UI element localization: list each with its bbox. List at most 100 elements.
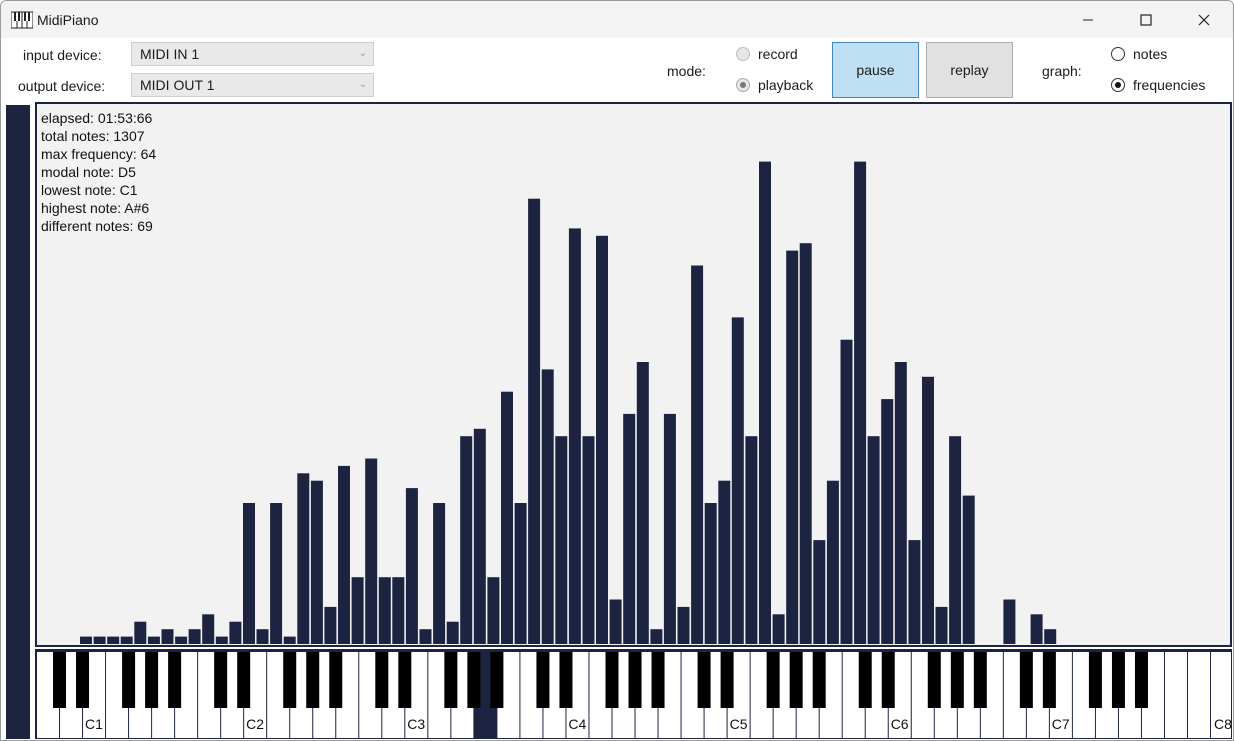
black-key-Fs3[interactable] xyxy=(444,652,458,708)
bar-E4 xyxy=(623,413,636,644)
bar-Ds1 xyxy=(120,636,133,644)
black-key-As4[interactable] xyxy=(651,652,665,708)
black-key-Gs6[interactable] xyxy=(950,652,964,708)
bar-Gs1 xyxy=(188,629,201,644)
bar-C2 xyxy=(243,503,255,644)
bar-Gs5 xyxy=(840,339,853,644)
bar-Cs2 xyxy=(256,629,269,644)
black-key-Gs3[interactable] xyxy=(467,652,481,708)
black-key-Fs6[interactable] xyxy=(927,652,941,708)
octave-label: C6 xyxy=(891,716,909,732)
black-key-Cs1[interactable] xyxy=(53,652,67,708)
black-key-Cs2[interactable] xyxy=(214,652,228,708)
input-device-label: input device: xyxy=(23,47,102,63)
close-button[interactable] xyxy=(1175,1,1233,38)
output-device-value: MIDI OUT 1 xyxy=(140,77,215,93)
black-key-Gs1[interactable] xyxy=(145,652,159,708)
graph-notes-radio[interactable] xyxy=(1111,47,1125,61)
bar-Fs3 xyxy=(487,577,500,644)
bar-Cs5 xyxy=(745,436,758,644)
output-device-select[interactable]: MIDI OUT 1 ⌄ xyxy=(131,73,374,97)
input-device-select[interactable]: MIDI IN 1 ⌄ xyxy=(131,42,374,66)
black-key-Cs3[interactable] xyxy=(375,652,389,708)
black-key-Ds3[interactable] xyxy=(398,652,412,708)
bar-Fs2 xyxy=(324,606,337,644)
black-key-Cs5[interactable] xyxy=(697,652,711,708)
mode-record-radio[interactable] xyxy=(736,47,750,61)
black-key-Fs5[interactable] xyxy=(766,652,780,708)
white-key-E8[interactable] xyxy=(1211,652,1231,738)
title-bar[interactable]: MidiPiano xyxy=(1,1,1233,38)
bar-D2 xyxy=(270,503,283,644)
bar-C5 xyxy=(731,317,744,644)
bar-D6 xyxy=(922,376,934,644)
black-key-Cs6[interactable] xyxy=(858,652,872,708)
frequency-bars xyxy=(80,161,1057,645)
bar-Fs1 xyxy=(161,629,174,644)
black-key-Cs4[interactable] xyxy=(536,652,550,708)
graph-notes-label: notes xyxy=(1133,46,1168,62)
bar-As6 xyxy=(1030,614,1043,644)
bar-A2 xyxy=(365,458,378,644)
close-icon xyxy=(1198,14,1210,25)
graph-frequencies-label: frequencies xyxy=(1133,77,1206,93)
stats-panel: elapsed: 01:53:66 total notes: 1307 max … xyxy=(41,109,156,235)
bar-E6 xyxy=(949,436,962,644)
replay-button[interactable]: replay xyxy=(926,42,1013,98)
black-key-Fs4[interactable] xyxy=(605,652,619,708)
black-key-Gs4[interactable] xyxy=(628,652,642,708)
black-key-As7[interactable] xyxy=(1134,652,1148,708)
chevron-down-icon: ⌄ xyxy=(358,79,367,90)
black-key-As2[interactable] xyxy=(329,652,343,708)
octave-label: C7 xyxy=(1052,716,1070,732)
bar-A4 xyxy=(691,265,704,644)
bar-G1 xyxy=(175,636,188,644)
maximize-button[interactable] xyxy=(1117,1,1175,38)
black-key-Fs2[interactable] xyxy=(283,652,297,708)
stat-elapsed: elapsed: 01:53:66 xyxy=(41,110,153,126)
bar-G4 xyxy=(663,413,676,644)
bar-F3 xyxy=(473,428,486,644)
black-key-Gs7[interactable] xyxy=(1111,652,1125,708)
bar-F4 xyxy=(636,362,649,644)
black-key-Fs7[interactable] xyxy=(1088,652,1102,708)
bar-E1 xyxy=(134,621,147,644)
window-title: MidiPiano xyxy=(37,12,99,28)
white-key-D8[interactable] xyxy=(1188,652,1211,738)
black-key-Fs1[interactable] xyxy=(122,652,136,708)
black-key-Gs2[interactable] xyxy=(306,652,320,708)
mode-playback-radio[interactable] xyxy=(736,78,750,92)
black-key-As1[interactable] xyxy=(168,652,182,708)
black-key-Cs7[interactable] xyxy=(1019,652,1033,708)
octave-label: C2 xyxy=(246,716,264,732)
bar-E3 xyxy=(460,436,473,644)
black-key-As5[interactable] xyxy=(812,652,826,708)
bar-F5 xyxy=(799,243,812,644)
graph-frequencies-radio[interactable] xyxy=(1111,78,1125,92)
maximize-icon xyxy=(1140,13,1152,26)
black-key-Ds4[interactable] xyxy=(559,652,573,708)
black-key-As3[interactable] xyxy=(490,652,504,708)
bar-Gs2 xyxy=(351,577,364,644)
black-key-Ds5[interactable] xyxy=(720,652,734,708)
bar-D1 xyxy=(107,636,120,644)
graph-label: graph: xyxy=(1042,63,1082,79)
bar-Cs6 xyxy=(908,540,921,644)
bar-Fs5 xyxy=(813,540,826,644)
black-key-As6[interactable] xyxy=(973,652,987,708)
bar-Ds6 xyxy=(935,606,948,644)
black-key-Gs5[interactable] xyxy=(789,652,803,708)
black-key-Ds2[interactable] xyxy=(237,652,251,708)
minimize-button[interactable] xyxy=(1059,1,1117,38)
black-key-Ds1[interactable] xyxy=(76,652,90,708)
pause-button[interactable]: pause xyxy=(832,42,919,98)
bar-Fs4 xyxy=(650,629,663,644)
mode-playback-label: playback xyxy=(758,77,814,93)
octave-label: C4 xyxy=(568,716,586,732)
white-key-C8[interactable] xyxy=(1164,652,1187,738)
bar-C6 xyxy=(894,362,907,644)
black-key-Ds7[interactable] xyxy=(1042,652,1056,708)
bar-B6 xyxy=(1044,629,1057,644)
piano-keys[interactable]: C1 C2 C3 C4 C5 C6 C7 C8 xyxy=(37,652,1231,738)
black-key-Ds6[interactable] xyxy=(881,652,895,708)
